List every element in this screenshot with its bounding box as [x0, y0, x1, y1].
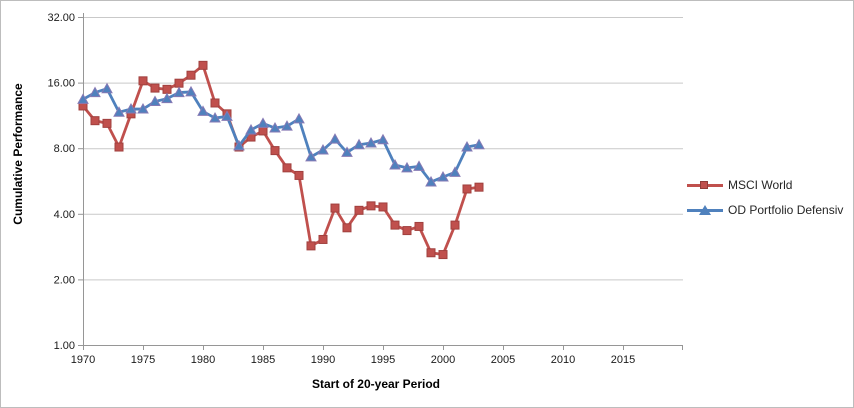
y-tick-label: 1.00 [54, 340, 75, 352]
data-point-marker [341, 146, 353, 157]
od-portfolio-defensiv-line [81, 87, 481, 184]
data-point-marker [305, 150, 317, 162]
x-tick-label: 1975 [131, 354, 155, 366]
data-point-marker [77, 93, 89, 104]
data-point-marker [473, 138, 485, 150]
y-axis-title: Cumulative Performance [11, 83, 25, 225]
data-point-marker [281, 120, 293, 131]
data-point-marker [209, 112, 221, 123]
data-point-marker [306, 241, 316, 251]
data-point-marker [186, 70, 196, 80]
data-point-marker [197, 105, 209, 116]
y-tick-label: 32.00 [47, 12, 75, 24]
data-point-marker [113, 106, 125, 117]
data-point-marker [150, 83, 160, 93]
data-point-marker [125, 103, 137, 114]
data-point-marker [233, 139, 245, 151]
data-point-marker [354, 205, 364, 215]
data-point-marker [221, 110, 233, 121]
x-tick-label: 2005 [491, 354, 515, 366]
data-point-marker [293, 112, 305, 124]
data-point-marker [173, 86, 185, 98]
data-point-marker [390, 220, 400, 230]
x-tick-label: 1980 [191, 354, 215, 366]
data-point-marker [378, 202, 388, 212]
data-point-marker [438, 250, 448, 260]
data-point-marker [90, 116, 100, 126]
x-tick-label: 1990 [311, 354, 335, 366]
data-point-marker [162, 84, 172, 94]
data-point-marker [449, 166, 461, 177]
legend-item-msci-world: MSCI World [687, 177, 843, 193]
data-point-marker [425, 175, 437, 187]
data-point-marker [174, 78, 184, 88]
legend-item-od-portfolio-defensiv: OD Portfolio Defensiv [687, 202, 843, 218]
data-point-marker [366, 201, 376, 211]
data-point-marker [258, 126, 268, 136]
data-point-marker [114, 142, 124, 152]
data-point-marker [401, 161, 413, 173]
y-tick-label: 16.00 [47, 78, 75, 90]
data-point-marker [185, 85, 197, 97]
data-point-marker [365, 136, 377, 148]
data-point-marker [282, 163, 292, 173]
data-point-marker [270, 146, 280, 156]
y-tick-label: 2.00 [54, 274, 75, 286]
data-point-marker [389, 158, 401, 170]
y-tick-label: 8.00 [54, 143, 75, 155]
legend-label: MSCI World [728, 178, 793, 192]
x-tick-label: 1995 [371, 354, 395, 366]
x-tick-label: 2010 [551, 354, 575, 366]
data-point-marker [342, 223, 352, 233]
od-portfolio-defensiv-series-icon [687, 204, 723, 216]
x-tick-label: 2015 [611, 354, 635, 366]
data-point-marker [318, 234, 328, 244]
data-point-marker [462, 184, 472, 194]
data-point-marker [317, 143, 329, 155]
msci-world-series-icon [687, 179, 723, 191]
data-point-marker [402, 226, 412, 236]
x-tick-label: 1985 [251, 354, 275, 366]
data-point-marker [137, 103, 149, 114]
data-point-marker [269, 122, 281, 133]
data-point-marker [210, 98, 220, 108]
data-point-marker [353, 138, 365, 150]
data-point-marker [89, 86, 101, 98]
data-point-marker [426, 248, 436, 258]
data-point-marker [414, 221, 424, 231]
data-point-marker [474, 182, 484, 192]
data-point-marker [450, 220, 460, 230]
x-axis-title: Start of 20-year Period [311, 377, 441, 391]
data-point-marker [329, 133, 341, 144]
data-point-marker [377, 133, 389, 145]
legend-label: OD Portfolio Defensiv [728, 203, 844, 217]
data-point-marker [161, 92, 173, 104]
data-point-marker [101, 82, 113, 94]
legend-square-marker-icon [700, 181, 708, 189]
legend-triangle-marker-icon [699, 205, 711, 215]
msci-world-line [81, 63, 481, 256]
data-point-marker [330, 203, 340, 213]
legend: MSCI World OD Portfolio Defensiv [687, 177, 843, 218]
y-tick-label: 4.00 [54, 209, 75, 221]
x-tick-label: 2000 [431, 354, 455, 366]
data-point-marker [245, 123, 257, 135]
data-point-marker [461, 140, 473, 152]
data-point-marker [138, 76, 148, 86]
data-point-marker [257, 117, 269, 128]
data-point-marker [102, 118, 112, 128]
x-tick-label: 1970 [71, 354, 95, 366]
data-point-marker [437, 170, 449, 182]
data-point-marker [413, 160, 425, 171]
data-point-marker [149, 95, 161, 107]
data-point-marker [294, 170, 304, 180]
data-point-marker [198, 60, 208, 70]
